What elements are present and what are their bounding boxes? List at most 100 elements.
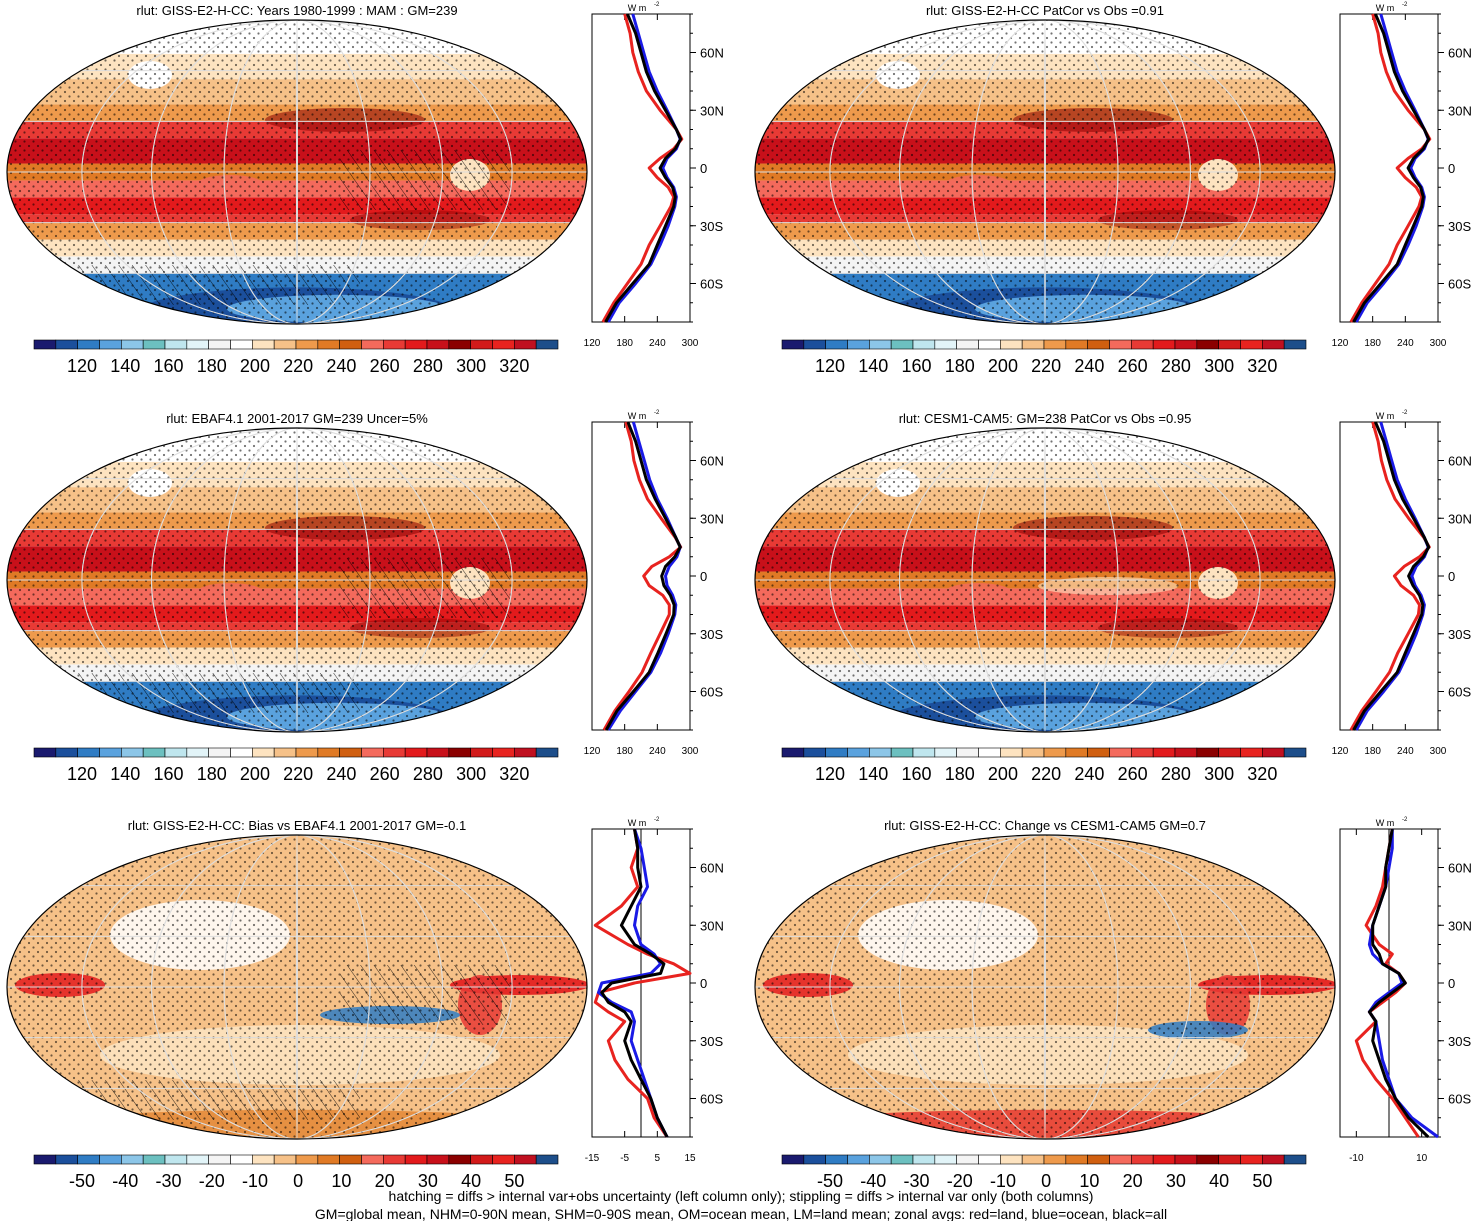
zonal-lat-label: 30N <box>1448 103 1472 118</box>
panel-title: rlut: EBAF4.1 2001-2017 GM=239 Uncer=5% <box>166 411 428 426</box>
colorbar-swatch <box>252 747 275 758</box>
colorbar-swatch <box>847 339 870 350</box>
zonal-x-label: 300 <box>1430 746 1447 757</box>
colorbar-swatch <box>99 1154 122 1165</box>
colorbar-swatch <box>1131 747 1154 758</box>
panel-1: rlut: GISS-E2-H-CC: Years 1980-1999 : MA… <box>6 2 724 376</box>
map-field <box>755 20 1335 324</box>
colorbar-swatch <box>121 1154 144 1165</box>
colorbar-swatch <box>55 339 78 350</box>
colorbar-swatch <box>208 339 231 350</box>
zonal-x-label: -10 <box>1349 1153 1364 1164</box>
colorbar-swatch <box>273 339 297 350</box>
colorbar-swatch <box>361 747 384 758</box>
panel-title: rlut: GISS-E2-H-CC PatCor vs Obs =0.91 <box>926 3 1164 18</box>
colorbar-tick-label: 200 <box>240 764 270 784</box>
colorbar-tick-label: 160 <box>901 764 931 784</box>
colorbar-tick-label: 180 <box>945 356 975 376</box>
zonal-line-land <box>601 13 684 323</box>
colorbar-tick-label: 260 <box>370 356 400 376</box>
zonal-unit-exponent: -2 <box>654 817 660 823</box>
colorbar-tick-label: 40 <box>1209 1171 1229 1191</box>
colorbar-swatch <box>252 339 275 350</box>
zonal-x-label: 300 <box>682 338 699 349</box>
colorbar-swatch <box>934 1154 957 1165</box>
colorbar-swatch <box>1152 339 1176 350</box>
colorbar-swatch <box>1131 339 1154 350</box>
colorbar-swatch <box>317 747 340 758</box>
zonal-plot: W m -2 60N 30N 0 30S 60S 120 180 240 300 <box>584 2 724 349</box>
zonal-unit-label: W m <box>628 411 647 421</box>
zonal-lat-label: 0 <box>1448 161 1455 176</box>
zonal-x-label: 240 <box>649 338 666 349</box>
map-outline <box>754 427 1336 733</box>
zonal-unit-label: W m <box>1376 818 1395 828</box>
colorbar-swatch <box>1152 747 1176 758</box>
zonal-line-land <box>1349 421 1431 731</box>
zonal-line-all <box>1367 828 1430 1139</box>
panel-title: rlut: GISS-E2-H-CC: Years 1980-1999 : MA… <box>136 3 457 18</box>
colorbar-swatch <box>847 1154 870 1165</box>
colorbar-tick-label: 180 <box>197 764 227 784</box>
zonal-plot: W m -2 60N 30N 0 30S 60S 120 180 240 300 <box>1332 410 1472 757</box>
meridian <box>829 20 1261 324</box>
colorbar-swatch <box>426 1154 450 1165</box>
meridian <box>899 20 1191 324</box>
colorbar-swatch <box>1021 339 1045 350</box>
colorbar-swatch <box>1131 1154 1154 1165</box>
colorbar-tick-label: 220 <box>283 356 313 376</box>
colorbar-swatch <box>33 339 57 350</box>
graticule <box>7 20 587 324</box>
colorbar-swatch <box>535 1154 559 1165</box>
colorbar-swatch <box>295 339 319 350</box>
colorbar-tick-label: 320 <box>499 356 529 376</box>
zonal-line-all <box>1352 13 1431 323</box>
zonal-lat-label: 0 <box>700 161 707 176</box>
colorbar-tick-label: 50 <box>504 1171 524 1191</box>
colorbar-tick-label: 30 <box>418 1171 438 1191</box>
colorbar-swatch <box>121 747 144 758</box>
colorbar-swatch <box>361 1154 384 1165</box>
colorbar-swatch <box>361 339 384 350</box>
colorbar-swatch <box>470 339 493 350</box>
colorbar-swatch <box>252 1154 275 1165</box>
zonal-lat-label: 60N <box>1448 454 1472 469</box>
zonal-unit-label: W m <box>628 818 647 828</box>
zonal-x-label: 120 <box>584 746 601 757</box>
graticule <box>7 835 587 1139</box>
colorbar-swatch <box>890 747 914 758</box>
zonal-lat-label: 60S <box>700 277 723 292</box>
colorbar-tick-label: 120 <box>815 356 845 376</box>
colorbar: 120 140 160 180 200 220 240 260 280 300 320 <box>33 339 559 376</box>
zonal-x-label: 120 <box>1332 338 1349 349</box>
zonal-lat-label: 30N <box>700 511 724 526</box>
colorbar-tick-label: 300 <box>456 764 486 784</box>
colorbar-swatch <box>890 1154 914 1165</box>
colorbar-tick-label: 220 <box>283 764 313 784</box>
colorbar-swatch <box>934 339 957 350</box>
map-field <box>755 835 1335 1139</box>
panel-3: rlut: EBAF4.1 2001-2017 GM=239 Uncer=5% 1… <box>6 410 724 784</box>
colorbar-tick-label: 240 <box>326 764 356 784</box>
colorbar-swatch <box>869 1154 892 1165</box>
hatching <box>340 558 510 618</box>
colorbar-swatch <box>383 1154 406 1165</box>
meridian <box>223 20 371 324</box>
colorbar-tick-label: 160 <box>153 764 183 784</box>
colorbar-swatch <box>1240 1154 1263 1165</box>
colorbar-swatch <box>186 747 209 758</box>
zonal-line-ocean <box>606 13 682 323</box>
colorbar-tick-label: 300 <box>1204 356 1234 376</box>
zonal-unit-exponent: -2 <box>654 410 660 416</box>
colorbar-swatch <box>956 1154 979 1165</box>
zonal-x-label: 180 <box>1364 746 1381 757</box>
hatching-south <box>60 673 360 713</box>
zonal-line-ocean <box>597 828 669 1138</box>
colorbar-swatch <box>230 1154 253 1165</box>
colorbar-swatch <box>978 339 1001 350</box>
panel-6: rlut: GISS-E2-H-CC: Change vs CESM1-CAM5… <box>754 817 1472 1191</box>
colorbar-tick-label: 50 <box>1252 1171 1272 1191</box>
zonal-x-label: 300 <box>682 746 699 757</box>
zonal-x-label: 15 <box>684 1153 696 1164</box>
colorbar-swatch <box>869 747 892 758</box>
